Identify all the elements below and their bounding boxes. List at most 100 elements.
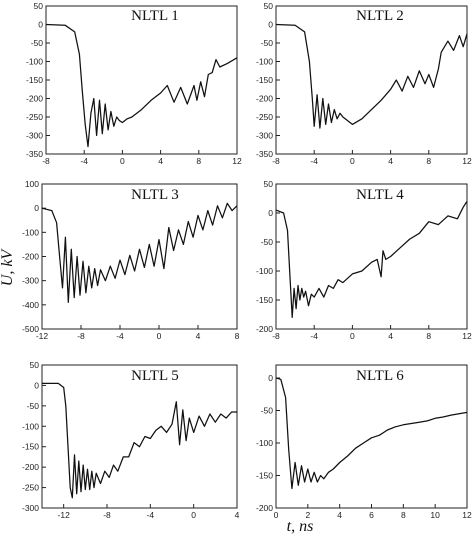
x-tick-label: 8 (426, 156, 431, 166)
chart-title: NLTL 5 (131, 368, 179, 384)
y-tick-label: -250 (22, 483, 39, 493)
y-tick-label: -400 (22, 300, 39, 310)
y-tick-label: 0 (268, 208, 273, 218)
y-tick-label: 50 (34, 1, 44, 11)
y-tick-label: -200 (256, 94, 273, 104)
y-tick-label: -50 (31, 38, 44, 48)
x-tick-label: -4 (80, 156, 88, 166)
x-tick-label: -12 (58, 510, 71, 520)
y-tick-label: -300 (26, 131, 43, 141)
chart-title: NLTL 4 (356, 187, 404, 203)
x-tick-label: 0 (157, 331, 162, 341)
x-tick-label: 12 (462, 331, 472, 341)
x-tick-label: 12 (462, 510, 472, 520)
x-tick-label: -12 (36, 331, 49, 341)
y-tick-label: -200 (22, 252, 39, 262)
x-tick-label: -8 (272, 156, 280, 166)
x-tick-label: -4 (310, 156, 318, 166)
y-tick-label: -150 (26, 75, 43, 85)
chart-frame (275, 183, 468, 330)
y-tick-label: -100 (26, 57, 43, 67)
chart-frame (45, 5, 238, 155)
x-tick-label: 4 (337, 510, 342, 520)
x-tick-label: 12 (232, 156, 242, 166)
x-tick-label: 4 (388, 156, 393, 166)
y-axis-label: U, kV (0, 248, 16, 287)
chart-nltl-2: -8 -4 0 4 8 12500-50-100-150-200-250-300-350 … (256, 1, 472, 166)
y-tick-label: -100 (256, 266, 273, 276)
y-tick-label: -150 (256, 471, 273, 481)
y-tick-label: 0 (34, 380, 39, 390)
y-tick-label: -100 (256, 438, 273, 448)
chart-nltl-3: -12 -8 -4 0 4 8 100 0 -100 -200 -300 -400 -500 NLTL … (22, 179, 240, 341)
x-tick-label: 10 (430, 510, 440, 520)
y-tick-label: -250 (256, 112, 273, 122)
x-tick-label: 8 (235, 331, 240, 341)
y-tick-label: -100 (22, 227, 39, 237)
y-tick-label: -50 (261, 406, 274, 416)
y-tick-label: -300 (22, 276, 39, 286)
y-tick-label: 0 (34, 203, 39, 213)
x-tick-label: 0 (120, 156, 125, 166)
chart-frame (41, 364, 238, 509)
chart-title: NLTL 1 (131, 8, 179, 24)
x-tick-label: -8 (103, 510, 111, 520)
y-tick-label: 0 (268, 20, 273, 30)
x-tick-label: 4 (235, 510, 240, 520)
chart-frame (275, 5, 468, 155)
y-tick-label: -300 (22, 503, 39, 513)
y-tick-label: -500 (22, 324, 39, 334)
y-tick-label: -300 (256, 131, 273, 141)
y-tick-label: -200 (256, 503, 273, 513)
x-tick-label: -8 (77, 331, 85, 341)
y-tick-label: 0 (268, 373, 273, 383)
x-axis-label: t, ns (287, 518, 314, 535)
x-tick-label: 2 (305, 510, 310, 520)
x-tick-label: 12 (462, 156, 472, 166)
chart-title: NLTL 6 (356, 368, 404, 384)
y-tick-label: -50 (261, 38, 274, 48)
y-tick-label: -150 (256, 75, 273, 85)
y-tick-label: -50 (27, 401, 40, 411)
y-tick-label: -250 (26, 112, 43, 122)
y-tick-label: 50 (264, 1, 274, 11)
x-tick-label: 0 (350, 156, 355, 166)
voltage-trace (275, 201, 468, 319)
y-tick-label: 0 (38, 20, 43, 30)
x-tick-label: -8 (272, 331, 280, 341)
voltage-trace (275, 377, 468, 490)
chart-nltl-6: 0 2 4 6 8 10 12 0 -50 -100 -150 -200 NLTL 6 (256, 364, 472, 520)
y-tick-label: -200 (26, 94, 43, 104)
x-tick-label: 6 (369, 510, 374, 520)
chart-nltl-4: -8 -4 0 4 8 12 50 0 -50 -100 -150 -200 NLTL 4 (256, 179, 472, 341)
y-tick-label: -350 (26, 149, 43, 159)
y-tick-label: 100 (25, 179, 39, 189)
voltage-trace (42, 382, 237, 499)
x-tick-label: 4 (196, 331, 201, 341)
y-tick-label: -100 (256, 57, 273, 67)
x-tick-label: 8 (426, 331, 431, 341)
x-tick-label: 4 (388, 331, 393, 341)
x-tick-label: 0 (274, 510, 279, 520)
y-tick-label: -150 (22, 442, 39, 452)
y-tick-label: -150 (256, 295, 273, 305)
y-tick-label: 50 (30, 360, 40, 370)
x-tick-label: 8 (196, 156, 201, 166)
chart-frame (275, 364, 468, 509)
chart-nltl-1: -8 -4 0 4 8 12500-50-100-150-200-250-300-350 … (26, 1, 242, 166)
y-tick-label: -350 (256, 149, 273, 159)
chart-nltl-5: -12 -8 -4 0 4 50 0 -50 -100 -150 -200 -250 -300 NLTL… (22, 360, 240, 520)
chart-title: NLTL 3 (131, 187, 179, 203)
chart-title: NLTL 2 (356, 8, 404, 24)
x-tick-label: -4 (310, 331, 318, 341)
voltage-trace (45, 23, 238, 148)
x-tick-label: -4 (147, 510, 155, 520)
y-tick-label: -200 (256, 324, 273, 334)
voltage-trace (275, 23, 468, 129)
y-tick-label: -200 (22, 462, 39, 472)
x-tick-label: 0 (350, 331, 355, 341)
x-tick-label: 0 (191, 510, 196, 520)
y-tick-label: -100 (22, 421, 39, 431)
x-tick-label: 8 (401, 510, 406, 520)
